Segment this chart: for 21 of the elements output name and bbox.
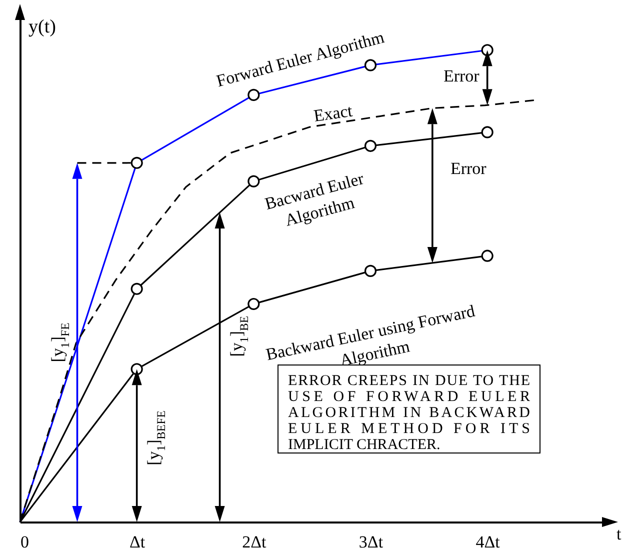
text: Exact (312, 101, 354, 126)
x-tick-label: 3Δt (358, 532, 384, 552)
point (481, 250, 494, 262)
annotation: Error (443, 66, 480, 86)
point (481, 126, 494, 138)
text: Backward Euler using Forward Algorithm (264, 301, 477, 370)
x-tick-label: Δt (130, 532, 146, 552)
y-axis-title: y(t) (28, 16, 56, 38)
text: Bacward Euler Algorithm (262, 168, 366, 230)
point (364, 264, 377, 277)
x-tick-label: 0 (20, 532, 29, 552)
x-tick-label: 2Δt (242, 532, 267, 552)
x-tick-label: 4Δt (476, 532, 500, 552)
x-axis-title: t (616, 524, 622, 544)
point (130, 282, 143, 295)
text: Forward Euler Algorithm (214, 28, 386, 91)
annotation: ERROR CREEPS IN DUE TO THE USE OF FORWARD EULER ALGORITHM IN BACKWARD EULER METHOD FOR ITS IMPLICIT CHRACTER. (288, 373, 530, 453)
point (248, 175, 260, 188)
point (248, 298, 260, 310)
point (364, 140, 377, 152)
annotation: Error (450, 158, 487, 178)
